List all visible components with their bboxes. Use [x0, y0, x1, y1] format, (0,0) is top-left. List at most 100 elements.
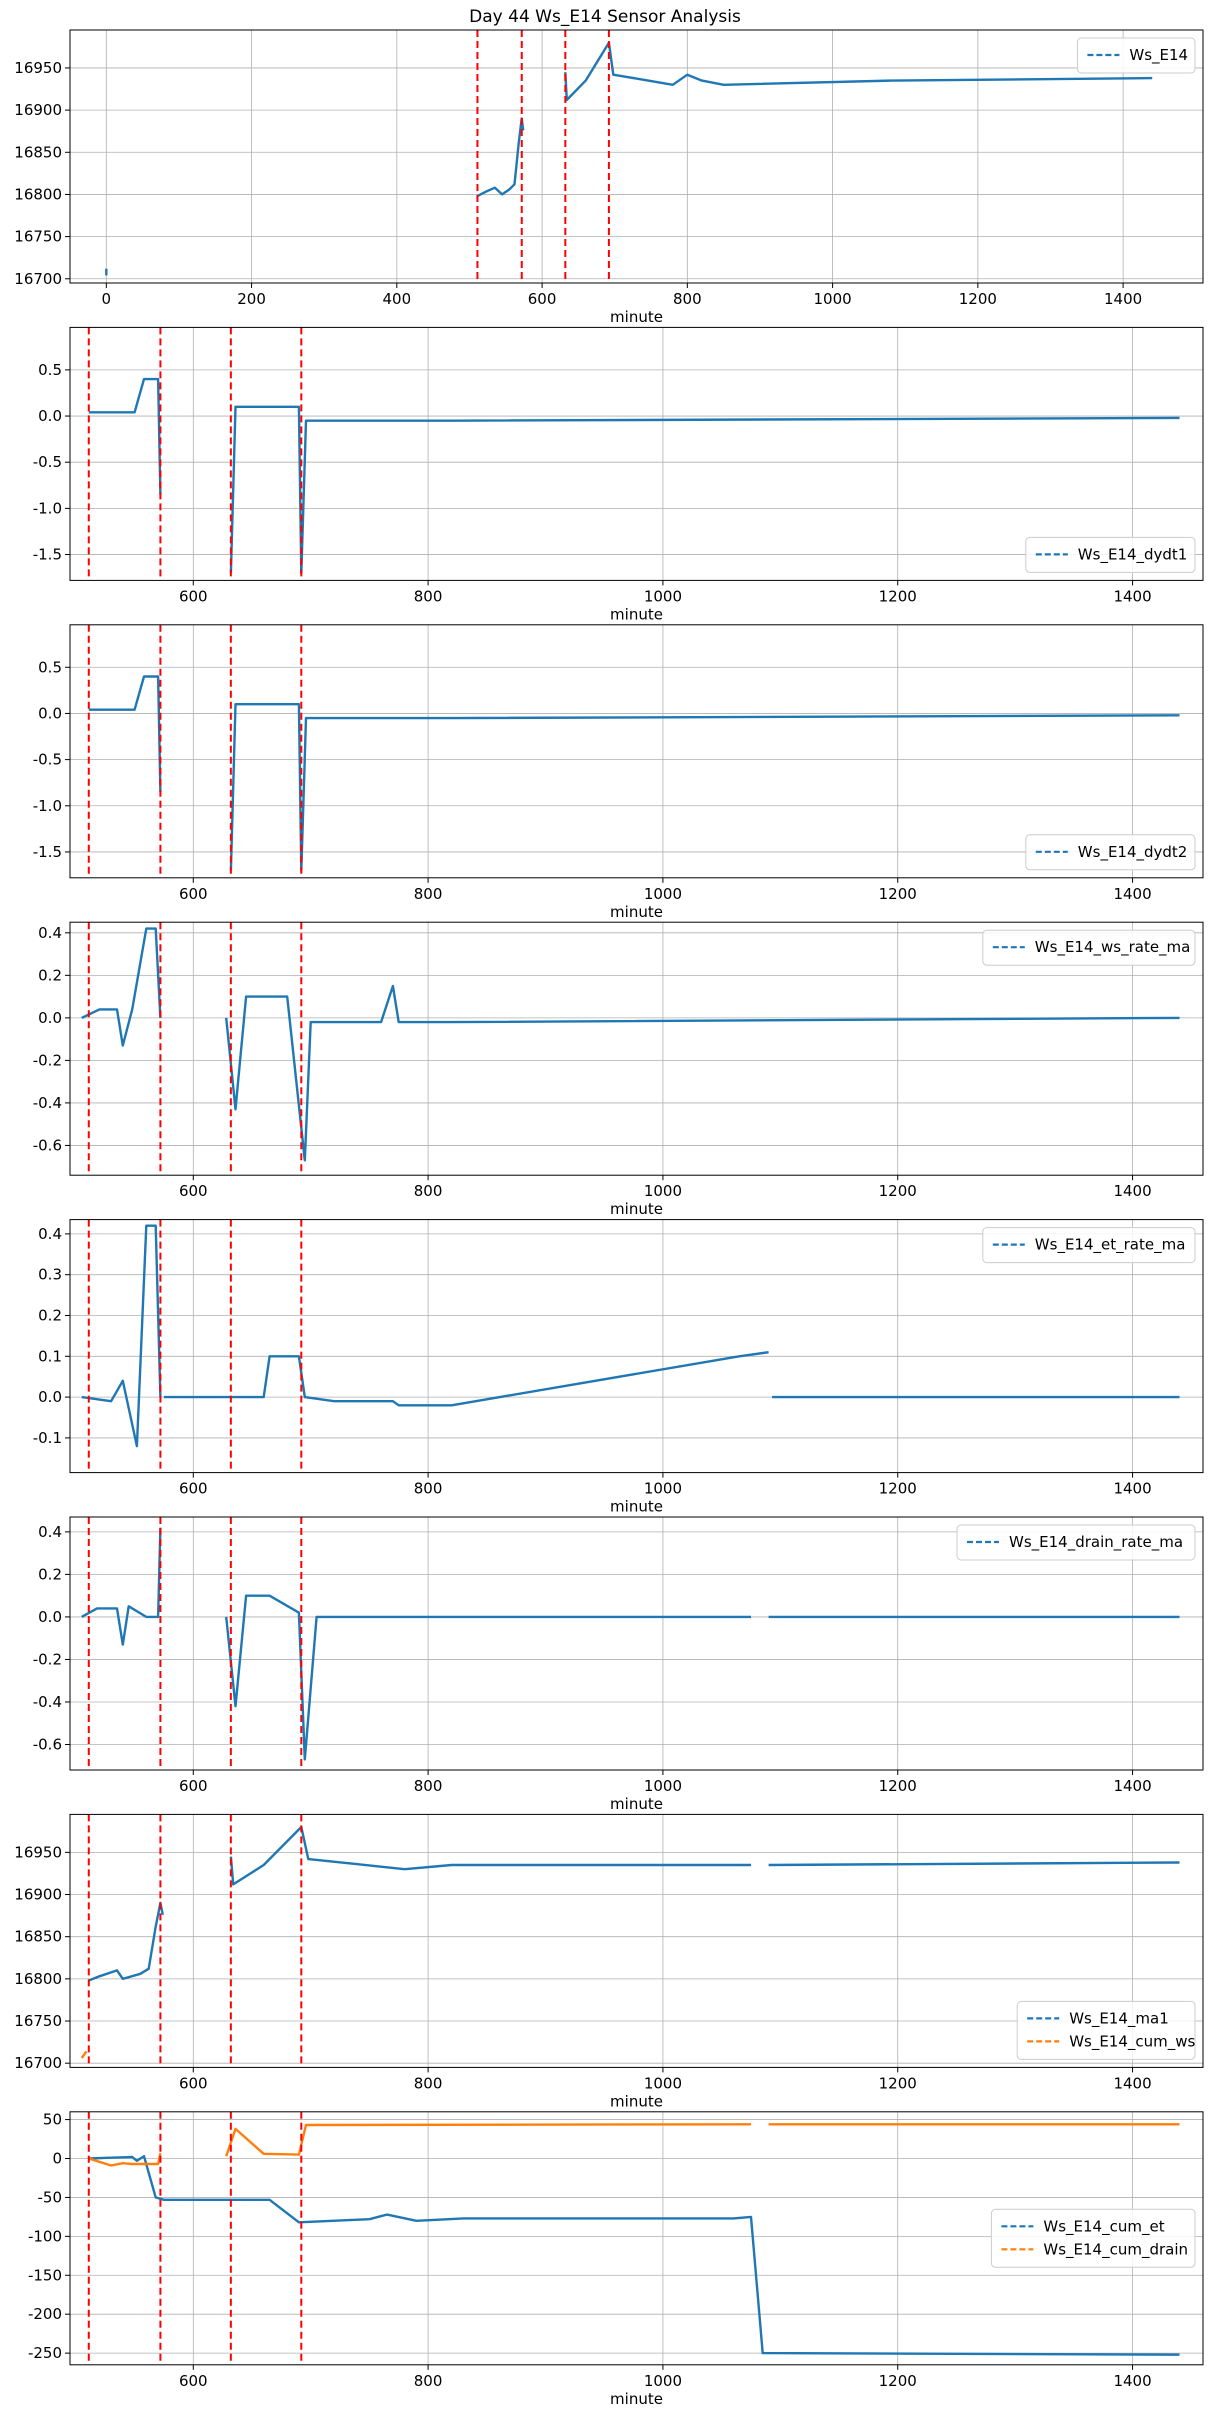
x-tick-label: 1200 [879, 1182, 917, 1200]
legend-label: Ws_E14_drain_rate_ma [1009, 1533, 1183, 1552]
y-tick-label: -1.5 [33, 843, 62, 861]
x-tick-label: 200 [237, 290, 266, 308]
subplot-3: 600 800 1000 1200 1400 0.5 0.0 -0.5 -1.0 -1.5 minu… [33, 624, 1204, 921]
legend: Ws_E14_dydt2 [1025, 834, 1196, 871]
legend: Ws_E14_cum_et Ws_E14_cum_drain [990, 2208, 1196, 2268]
legend: Ws_E14_ma1 Ws_E14_cum_ws [1016, 2000, 1196, 2060]
series-Ws_E14_cum_drain-segment-1 [88, 2152, 162, 2167]
y-tick-label: -0.2 [33, 1650, 62, 1668]
series-Ws_E14_drain_rate_ma-segment-1 [81, 1527, 162, 1646]
y-tick-label: 0.4 [38, 1523, 62, 1541]
plot-area [87, 624, 1180, 878]
y-tick-label: 0.0 [38, 1388, 62, 1406]
y-tick-label: 0.2 [38, 1306, 62, 1324]
series-Ws_E14_et_rate_ma-segment-2 [163, 1351, 769, 1407]
legend-label: Ws_E14_et_rate_ma [1035, 1236, 1186, 1255]
legend-box [956, 1524, 1196, 1561]
y-tick-label: 16850 [14, 143, 62, 161]
y-tick-label: -0.4 [33, 1693, 62, 1711]
x-axis-label: minute [610, 2390, 663, 2408]
y-tick-label: -1.0 [33, 499, 62, 517]
x-tick-label: 600 [179, 885, 208, 903]
axes-frame [69, 326, 1204, 581]
plot-area [105, 30, 1153, 283]
y-tick-label: -0.6 [33, 1735, 62, 1753]
axes-frame [69, 921, 1204, 1176]
x-tick-label: 1000 [644, 2372, 682, 2390]
series-Ws_E14_cum_et-segment-1 [88, 2155, 1180, 2356]
x-tick-label: 800 [673, 290, 702, 308]
series-Ws_E14_dydt2-segment-1 [88, 675, 162, 792]
y-tick-label: -0.5 [33, 751, 62, 769]
x-tick-label: 400 [383, 290, 412, 308]
x-tick-label: 600 [179, 2074, 208, 2092]
x-axis-label: minute [610, 1498, 663, 1516]
subplot-8: 600 800 1000 1200 1400 50 0 -50 -100 -150 -200 -250… [28, 2111, 1204, 2408]
y-tick-label: -0.2 [33, 1051, 62, 1069]
legend: Ws_E14_dydt1 [1025, 536, 1196, 573]
y-tick-label: 16900 [14, 101, 62, 119]
y-tick-label: -1.5 [33, 546, 62, 564]
x-tick-label: 1000 [644, 885, 682, 903]
x-tick-label: 800 [414, 2372, 443, 2390]
legend-box [990, 2208, 1196, 2268]
x-tick-label: 600 [179, 2372, 208, 2390]
series-Ws_E14_ma1-segment-2 [229, 1825, 751, 1886]
y-tick-label: 0.0 [38, 1608, 62, 1626]
axes-frame [69, 2111, 1204, 2366]
series-Ws_E14_cum_drain-segment-2 [225, 2123, 752, 2157]
x-tick-label: 800 [414, 1480, 443, 1498]
y-tick-label: -250 [28, 2344, 62, 2362]
legend-label: Ws_E14_ma1 [1069, 2009, 1169, 2028]
legend: Ws_E14 [1076, 37, 1196, 74]
legend-label: Ws_E14_dydt2 [1078, 843, 1188, 862]
x-tick-label: 800 [414, 587, 443, 605]
axes-frame [69, 1219, 1204, 1474]
x-tick-label: 0 [102, 290, 112, 308]
x-tick-label: 1000 [644, 1777, 682, 1795]
x-tick-label: 1200 [879, 2372, 917, 2390]
x-tick-label: 1400 [1113, 2074, 1151, 2092]
axes-frame [69, 29, 1204, 284]
y-tick-label: 0.0 [38, 407, 62, 425]
y-tick-label: -50 [38, 2188, 63, 2206]
x-tick-label: 1000 [644, 2074, 682, 2092]
subplot-1: 0 200 400 600 800 1000 1200 1400 16700 16750 16800… [14, 29, 1204, 326]
y-tick-label: -0.4 [33, 1094, 62, 1112]
y-tick-label: -0.6 [33, 1136, 62, 1154]
y-tick-label: -100 [28, 2227, 62, 2245]
x-tick-label: 1400 [1113, 2372, 1151, 2390]
figure-title: Day 44 Ws_E14 Sensor Analysis [469, 7, 741, 27]
y-tick-label: 16700 [14, 270, 62, 288]
plot-area [80, 1814, 1180, 2068]
x-tick-label: 1000 [644, 1182, 682, 1200]
y-tick-label: 0.5 [38, 361, 62, 379]
y-tick-label: 0.3 [38, 1266, 62, 1284]
x-tick-label: 1000 [644, 1480, 682, 1498]
subplot-7: 600 800 1000 1200 1400 16700 16750 16800 16850 16… [14, 1813, 1204, 2110]
plot-area [81, 1219, 1180, 1473]
y-tick-label: -150 [28, 2266, 62, 2284]
x-tick-label: 1200 [879, 587, 917, 605]
x-tick-label: 1400 [1104, 290, 1142, 308]
x-tick-label: 1200 [879, 885, 917, 903]
y-tick-label: -1.0 [33, 797, 62, 815]
series-Ws_E14-segment-2 [476, 117, 525, 198]
y-tick-label: -0.1 [33, 1429, 62, 1447]
x-tick-label: 1200 [959, 290, 997, 308]
legend-box [1076, 37, 1196, 74]
legend-label: Ws_E14_cum_et [1043, 2217, 1164, 2236]
x-tick-label: 1000 [814, 290, 852, 308]
series-Ws_E14_dydt1-segment-1 [88, 377, 162, 495]
y-tick-label: 0.0 [38, 1009, 62, 1027]
y-tick-label: 0.2 [38, 1565, 62, 1583]
y-tick-label: 0.1 [38, 1347, 62, 1365]
x-tick-label: 800 [414, 885, 443, 903]
y-tick-label: 0 [52, 2150, 62, 2168]
x-tick-label: 600 [179, 587, 208, 605]
x-axis-label: minute [610, 2092, 663, 2110]
series-Ws_E14_ma1-segment-1 [88, 1901, 164, 1982]
x-tick-label: 1400 [1113, 1182, 1151, 1200]
x-tick-label: 1200 [879, 1777, 917, 1795]
y-tick-label: 0.0 [38, 704, 62, 722]
